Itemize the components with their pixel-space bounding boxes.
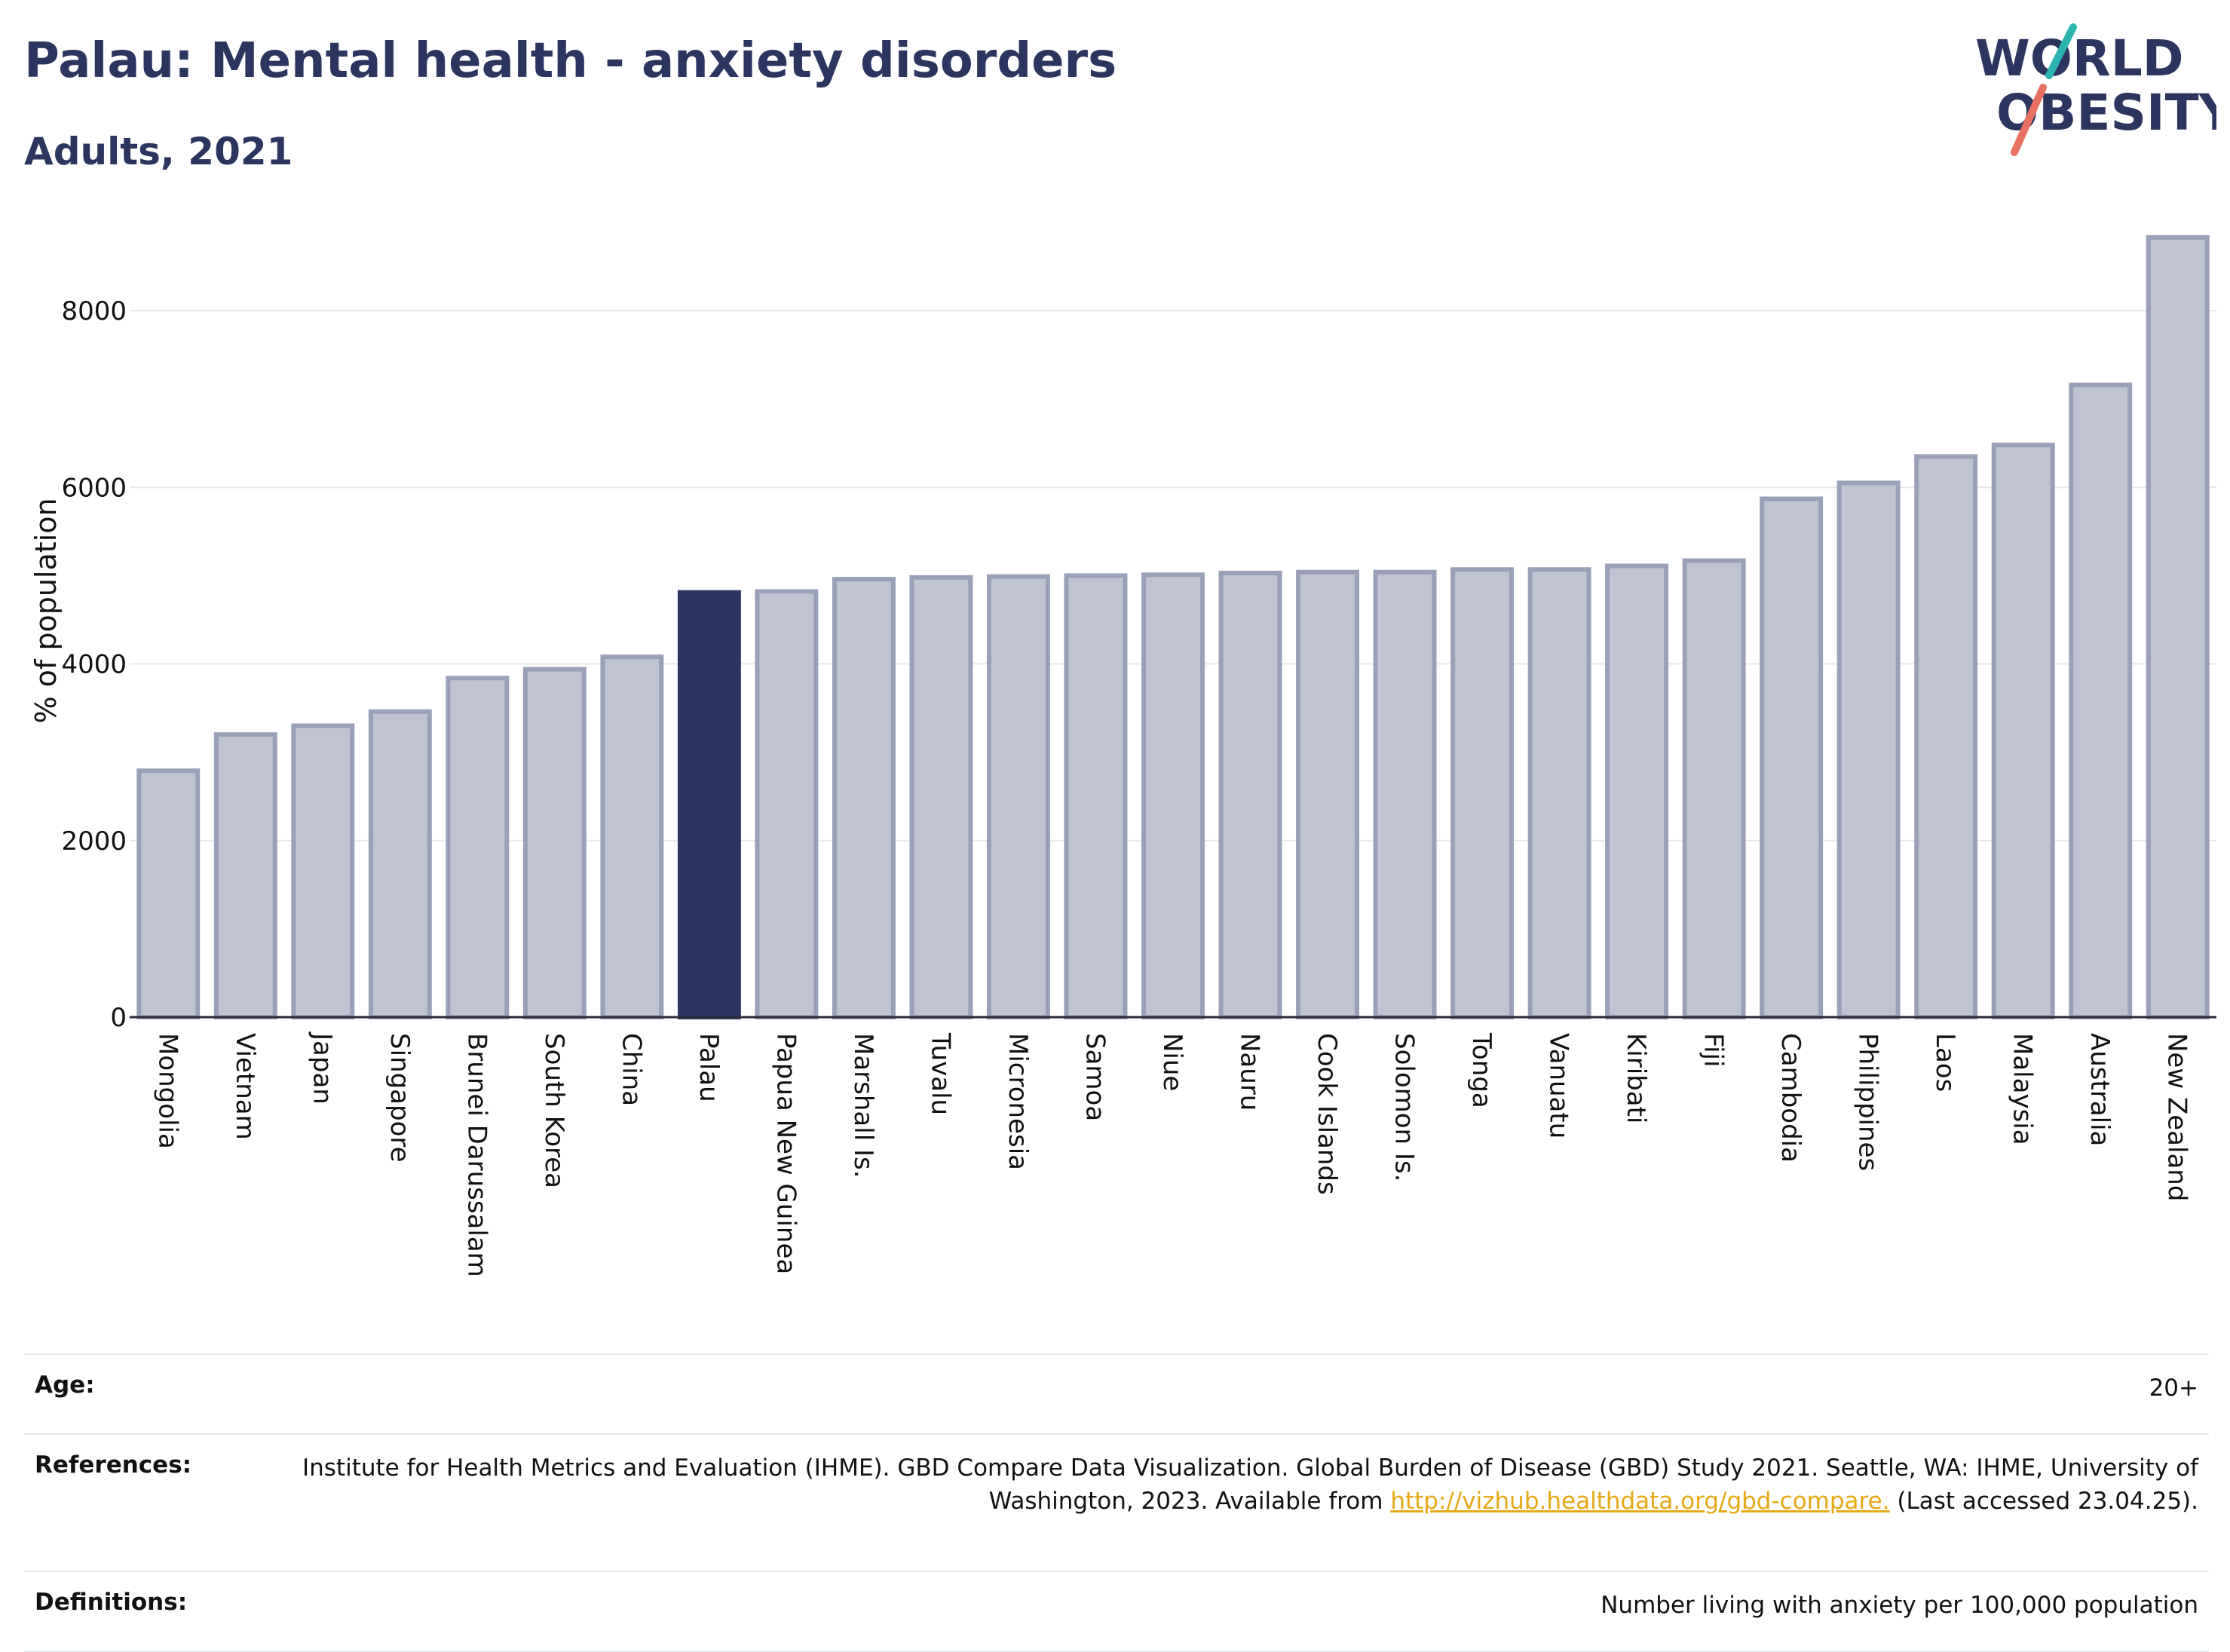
bar-japan: [291, 723, 355, 1019]
y-tick-label: 6000: [61, 473, 127, 503]
bar-australia: [2069, 382, 2133, 1019]
references-label: References:: [24, 1433, 271, 1571]
references-text: Institute for Health Metrics and Evaluat…: [302, 1454, 2198, 1515]
x-tick-label: Vietnam: [230, 1033, 260, 1140]
chart-title: Palau: Mental health - anxiety disorders: [24, 33, 1117, 89]
bar-micronesia: [987, 574, 1050, 1019]
y-axis-ticks: 0 2000 4000 6000 8000: [61, 296, 127, 1033]
bar-nauru: [1218, 570, 1282, 1019]
bar-cook-islands: [1296, 569, 1359, 1019]
bar-philippines: [1836, 480, 1901, 1019]
world-obesity-logo: WORLD OBESITY: [1975, 23, 2216, 156]
y-tick-label: 0: [110, 1003, 127, 1033]
references-link[interactable]: http://vizhub.healthdata.org/gbd-compare…: [1390, 1488, 1890, 1515]
x-tick-label: New Zealand: [2162, 1033, 2192, 1201]
bar-new-zealand: [2146, 234, 2210, 1019]
meta-row-references: References: Institute for Health Metrics…: [24, 1433, 2209, 1571]
bar-brunei-darussalam: [446, 676, 510, 1019]
x-tick-label: Tuvalu: [925, 1032, 955, 1115]
meta-row-age: Age: 20+: [24, 1353, 2209, 1434]
bar-tonga: [1450, 567, 1515, 1019]
x-tick-label: Solomon Is.: [1389, 1033, 1420, 1182]
x-tick-label: Singapore: [384, 1033, 415, 1163]
bar-vietnam: [213, 732, 277, 1019]
chart-subtitle: Adults, 2021: [24, 130, 293, 173]
logo-line-world: WORLD: [1975, 29, 2184, 87]
x-tick-label: Fiji: [1699, 1033, 1729, 1067]
x-tick-label: Tonga: [1466, 1032, 1496, 1108]
x-tick-label: Samoa: [1080, 1033, 1110, 1121]
x-tick-label: China: [616, 1033, 646, 1106]
x-tick-label: South Korea: [539, 1033, 569, 1188]
x-tick-label: Mongolia: [152, 1033, 182, 1149]
definitions-label: Definitions:: [24, 1571, 271, 1652]
x-tick-label: Malaysia: [2008, 1033, 2038, 1145]
bar-singapore: [368, 709, 432, 1019]
y-tick-label: 8000: [61, 296, 127, 326]
logo-slash-coral-icon: [2011, 84, 2047, 156]
x-tick-label: Vanuatu: [1544, 1033, 1574, 1139]
bar-papua-new-guinea: [755, 589, 819, 1019]
bars: [136, 234, 2210, 1019]
x-tick-label: Australia: [2084, 1033, 2115, 1146]
y-axis-label: % of population: [29, 498, 63, 723]
definitions-value: Number living with anxiety per 100,000 p…: [271, 1571, 2209, 1652]
age-value: 20+: [271, 1353, 2209, 1434]
y-tick-label: 4000: [61, 650, 127, 680]
x-tick-label: Cambodia: [1775, 1033, 1806, 1163]
x-tick-label: Brunei Darussalam: [461, 1033, 492, 1277]
bar-niue: [1141, 572, 1205, 1019]
bar-china: [600, 654, 664, 1019]
bar-samoa: [1064, 573, 1128, 1019]
x-tick-label: Niue: [1157, 1033, 1187, 1091]
x-tick-label: Philippines: [1853, 1033, 1883, 1171]
meta-row-definitions: Definitions: Number living with anxiety …: [24, 1571, 2209, 1652]
x-tick-label: Marshall Is.: [848, 1033, 878, 1178]
bar-marshall-is: [832, 577, 896, 1019]
bar-mongolia: [136, 768, 201, 1019]
x-tick-label: Cook Islands: [1312, 1033, 1342, 1195]
logo-slash-teal-icon: [2045, 23, 2077, 79]
bar-solomon-is: [1373, 569, 1437, 1019]
bar-chart: 0 2000 4000 6000 8000 Mongolia Vietnam Japan Si…: [29, 234, 2216, 1277]
bar-fiji: [1682, 558, 1746, 1019]
x-tick-label: Palau: [694, 1033, 724, 1102]
references-value: Institute for Health Metrics and Evaluat…: [271, 1433, 2209, 1571]
bar-south-korea: [522, 667, 587, 1019]
bar-laos: [1914, 454, 1978, 1019]
x-tick-label: Micronesia: [1003, 1033, 1033, 1170]
y-tick-label: 2000: [61, 826, 127, 857]
bar-malaysia: [1991, 443, 2055, 1019]
x-tick-label: Papua New Guinea: [770, 1033, 801, 1274]
x-tick-label: Japan: [307, 1031, 337, 1105]
bar-vanuatu: [1527, 567, 1591, 1019]
age-label: Age:: [24, 1353, 271, 1434]
x-tick-label: Laos: [1930, 1033, 1960, 1092]
x-axis-categories: Mongolia Vietnam Japan Singapore Brunei Daru…: [152, 1031, 2192, 1277]
metadata-table: Age: 20+ References: Institute for Healt…: [24, 1353, 2209, 1652]
bar-kiribati: [1605, 563, 1669, 1019]
x-tick-label: Kiribati: [1621, 1033, 1651, 1123]
bar-cambodia: [1760, 496, 1824, 1019]
references-tail: (Last accessed 23.04.25).: [1897, 1488, 2198, 1515]
bar-palau: [677, 590, 741, 1019]
x-tick-label: Nauru: [1235, 1033, 1265, 1111]
bar-tuvalu: [909, 575, 973, 1019]
